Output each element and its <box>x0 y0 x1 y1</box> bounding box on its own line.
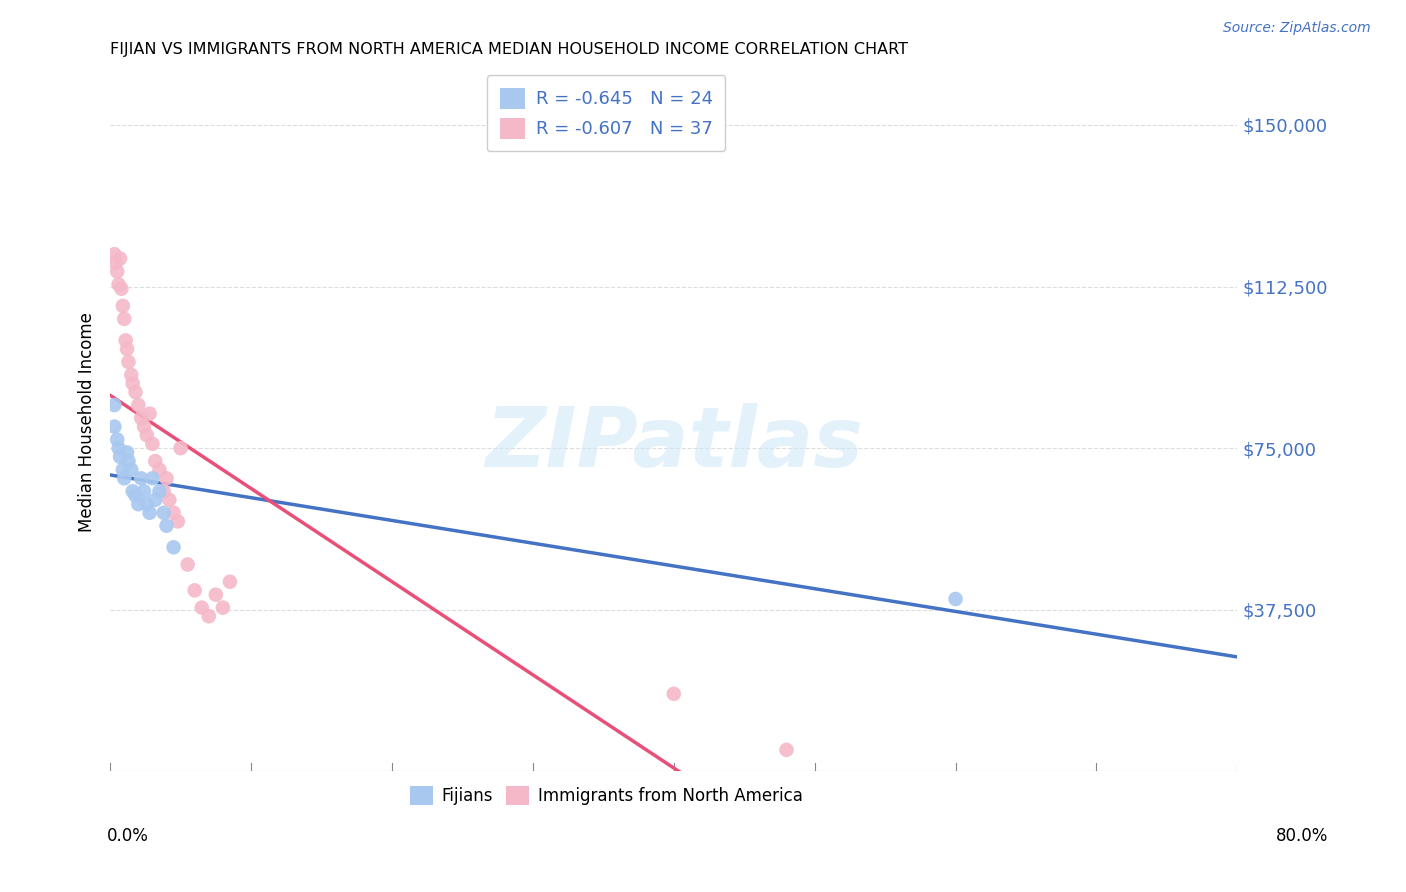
Point <box>166 515 188 529</box>
Point <box>105 264 128 278</box>
Point <box>121 376 143 391</box>
Point <box>121 484 143 499</box>
Point <box>155 518 177 533</box>
Point <box>107 277 129 292</box>
Point <box>141 471 163 485</box>
Point <box>197 609 219 624</box>
Point <box>662 687 685 701</box>
Point <box>205 588 228 602</box>
Point <box>103 419 125 434</box>
Point <box>190 600 212 615</box>
Point <box>169 441 191 455</box>
Point <box>129 411 152 425</box>
Point <box>103 398 125 412</box>
Point <box>176 558 198 572</box>
Point <box>212 600 235 615</box>
Y-axis label: Median Household Income: Median Household Income <box>79 312 96 533</box>
Point <box>117 454 139 468</box>
Point <box>138 407 160 421</box>
Point <box>138 506 160 520</box>
Point <box>104 256 127 270</box>
Point <box>127 497 149 511</box>
Point <box>143 454 166 468</box>
Point <box>114 334 136 348</box>
Point <box>108 252 131 266</box>
Point <box>162 541 184 555</box>
Point <box>162 506 184 520</box>
Point <box>143 492 166 507</box>
Point <box>132 484 155 499</box>
Point <box>112 311 135 326</box>
Point <box>108 450 131 464</box>
Point <box>111 463 134 477</box>
Point <box>124 385 146 400</box>
Point <box>124 489 146 503</box>
Point <box>111 299 134 313</box>
Legend: Fijians, Immigrants from North America: Fijians, Immigrants from North America <box>399 776 813 815</box>
Text: Source: ZipAtlas.com: Source: ZipAtlas.com <box>1223 21 1371 35</box>
Point <box>132 419 155 434</box>
Text: FIJIAN VS IMMIGRANTS FROM NORTH AMERICA MEDIAN HOUSEHOLD INCOME CORRELATION CHAR: FIJIAN VS IMMIGRANTS FROM NORTH AMERICA … <box>110 42 908 57</box>
Point <box>152 506 174 520</box>
Point <box>127 398 149 412</box>
Point <box>115 445 138 459</box>
Point <box>148 484 170 499</box>
Point <box>115 342 138 356</box>
Point <box>129 471 152 485</box>
Point <box>117 355 139 369</box>
Text: 80.0%: 80.0% <box>1277 827 1329 845</box>
Text: ZIPatlas: ZIPatlas <box>485 402 863 483</box>
Point <box>107 441 129 455</box>
Point <box>219 574 242 589</box>
Point <box>105 433 128 447</box>
Point <box>120 368 142 382</box>
Point <box>120 463 142 477</box>
Point <box>112 471 135 485</box>
Point <box>183 583 205 598</box>
Text: 0.0%: 0.0% <box>107 827 149 845</box>
Point <box>775 743 797 757</box>
Point <box>135 428 157 442</box>
Point <box>945 592 967 607</box>
Point <box>141 437 163 451</box>
Point <box>152 484 174 499</box>
Point <box>135 497 157 511</box>
Point <box>103 247 125 261</box>
Point <box>155 471 177 485</box>
Point <box>110 282 132 296</box>
Point <box>157 492 180 507</box>
Point <box>148 463 170 477</box>
